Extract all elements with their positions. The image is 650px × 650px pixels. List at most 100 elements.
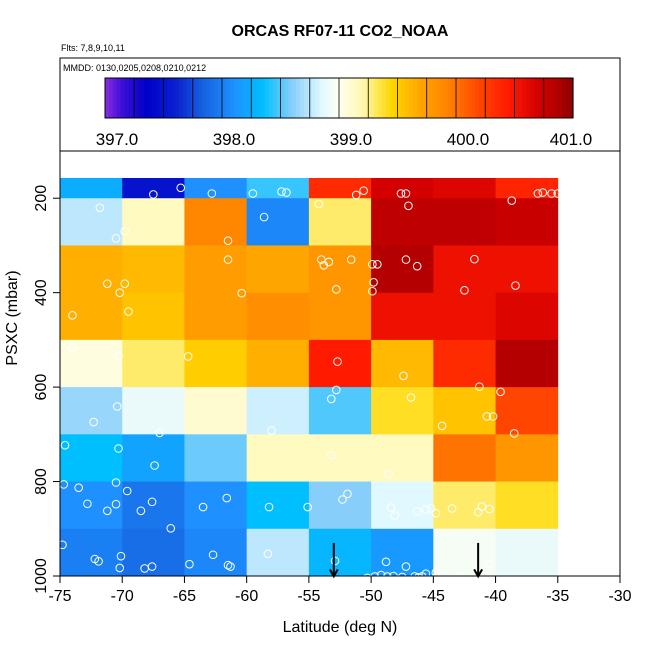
colorbar-segment <box>144 78 149 118</box>
observation-point <box>547 189 556 198</box>
observation-point <box>397 572 407 582</box>
observation-point <box>431 508 441 518</box>
observation-point <box>115 288 125 297</box>
colorbar-segment <box>510 78 516 118</box>
heatmap-cell <box>371 387 434 435</box>
colorbar-segment <box>331 78 336 118</box>
observation-point <box>89 417 98 427</box>
x-tick-label: -40 <box>484 588 507 605</box>
colorbar-segment <box>292 78 297 118</box>
colorbar-segment <box>428 78 434 118</box>
heatmap-cell <box>60 339 123 388</box>
observation-point <box>94 557 103 566</box>
heatmap-cell <box>122 387 185 435</box>
heatmap-cell <box>184 434 248 482</box>
x-tick-label: -30 <box>608 588 631 605</box>
observation-point <box>155 428 164 438</box>
colorbar-tick-label: 401.0 <box>550 130 593 149</box>
dates-subtitle: MMDD: 0130,0205,0208,0210,0212 <box>63 63 206 73</box>
observation-point <box>259 212 269 222</box>
heatmap-cell <box>246 528 310 577</box>
colorbar-segment <box>362 78 367 118</box>
observation-point <box>401 189 411 198</box>
observation-point <box>368 260 377 269</box>
observation-point <box>95 203 105 212</box>
observation-point <box>136 506 146 516</box>
observation-point <box>426 504 436 513</box>
observation-point <box>381 557 391 567</box>
observation-point <box>482 412 492 421</box>
heatmap-cell <box>60 434 123 482</box>
heatmap-cell <box>495 528 559 577</box>
colorbar-segment <box>471 78 477 118</box>
observation-point <box>396 189 406 198</box>
heatmap-cell <box>308 245 372 294</box>
y-tick-label: 200 <box>33 185 50 212</box>
observation-point <box>263 549 273 559</box>
observation-point <box>114 444 123 453</box>
heatmap-cell <box>433 339 496 388</box>
heatmap-cell <box>246 339 310 388</box>
flights-subtitle: Flts: 7,8,9,10,11 <box>61 43 125 53</box>
observation-point <box>267 426 276 435</box>
heatmap-cell <box>371 292 434 341</box>
x-tick-label: -45 <box>422 588 445 605</box>
observation-point <box>475 382 484 391</box>
marker-arrows <box>328 542 484 579</box>
heatmap-cell <box>246 387 310 435</box>
observation-point <box>282 188 291 197</box>
observation-point <box>122 486 132 496</box>
colorbar-segment <box>179 78 184 118</box>
observation-point <box>338 495 347 504</box>
y-axis-label: PSXC (mbar) <box>4 270 21 365</box>
colorbar-segment <box>374 78 379 118</box>
observation-point <box>198 502 208 512</box>
heatmap-cell <box>308 292 372 341</box>
colorbar-segment <box>323 78 328 118</box>
observation-point <box>112 402 122 411</box>
colorbar-segment <box>401 78 406 118</box>
heatmap-cell <box>371 528 434 577</box>
colorbar-segment <box>315 78 321 118</box>
colorbar-segment <box>280 78 285 118</box>
colorbar-segment <box>545 78 551 118</box>
colorbar-segment <box>506 78 512 118</box>
heatmap-cell <box>60 198 123 246</box>
x-tick-label: -50 <box>360 588 383 605</box>
colorbar-segment <box>175 78 180 118</box>
heatmap-cell <box>184 387 248 435</box>
colorbar-segment <box>444 78 449 118</box>
colorbar-segment <box>218 78 223 118</box>
observation-point <box>412 507 422 516</box>
heatmap-cell <box>495 198 559 246</box>
observation-point <box>421 569 431 578</box>
x-tick-label: -75 <box>48 588 71 605</box>
colorbar-segment <box>116 78 122 118</box>
colorbar-segment <box>397 78 402 118</box>
heatmap-cell <box>495 339 559 388</box>
observation-point <box>488 412 498 421</box>
heatmap-cell <box>308 387 372 435</box>
x-tick-label: -55 <box>297 588 320 605</box>
observation-point <box>331 385 341 395</box>
heatmap-cell <box>433 434 496 482</box>
heatmap-cell <box>122 245 185 294</box>
observation-point <box>401 255 411 264</box>
observation-point <box>111 234 121 243</box>
heatmap-cell <box>308 481 372 530</box>
heatmap-cell <box>495 245 559 294</box>
heatmap-cell <box>184 245 248 294</box>
colorbar-segment <box>502 78 508 118</box>
heatmap-cell <box>60 528 123 577</box>
observation-point <box>404 201 413 211</box>
colorbar-segment <box>495 78 500 118</box>
observation-point <box>330 556 340 566</box>
colorbar-segment <box>128 78 133 118</box>
colorbar-segment <box>300 78 305 118</box>
colorbar-segment <box>112 78 118 118</box>
observation-point <box>553 189 563 198</box>
observation-point <box>460 286 469 295</box>
colorbar-segment <box>253 78 258 118</box>
colorbar-segment <box>526 78 531 118</box>
observation-point <box>324 257 334 267</box>
